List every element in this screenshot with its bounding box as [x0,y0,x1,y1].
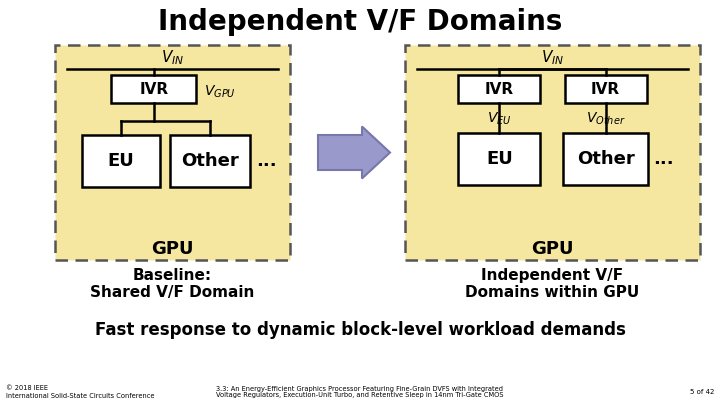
Text: Independent V/F
Domains within GPU: Independent V/F Domains within GPU [465,268,639,301]
Text: IVR: IVR [591,81,620,96]
Bar [170,135,250,187]
Text: Other: Other [181,152,239,170]
Text: $V_{GPU}$: $V_{GPU}$ [204,83,236,100]
Text: IVR: IVR [485,81,514,96]
Text: $V_{EU}$: $V_{EU}$ [487,111,512,127]
Text: Independent V/F Domains: Independent V/F Domains [158,8,562,36]
Text: Fast response to dynamic block-level workload demands: Fast response to dynamic block-level wor… [94,321,626,339]
Bar [111,75,196,103]
Bar [563,133,648,185]
Bar [564,75,647,103]
Text: 5 of 42: 5 of 42 [690,389,714,395]
Text: GPU: GPU [531,240,574,258]
Text: © 2018 IEEE
International Solid-State Circuits Conference: © 2018 IEEE International Solid-State Ci… [6,386,155,399]
Bar [459,75,541,103]
Bar [459,133,541,185]
Text: IVR: IVR [139,81,168,96]
FancyArrow shape [318,126,390,179]
Text: Other: Other [577,150,634,168]
Text: $V_{IN}$: $V_{IN}$ [541,49,564,67]
Text: GPU: GPU [151,240,194,258]
Text: EU: EU [107,152,134,170]
Text: EU: EU [486,150,513,168]
Bar [82,135,160,187]
Text: $V_{IN}$: $V_{IN}$ [161,49,184,67]
Bar [55,45,290,260]
Text: Baseline:
Shared V/F Domain: Baseline: Shared V/F Domain [90,268,255,301]
Bar [405,45,700,260]
Text: ...: ... [256,152,276,170]
Text: ...: ... [653,150,674,168]
Text: $V_{Other}$: $V_{Other}$ [586,111,626,127]
Text: 3.3: An Energy-Efficient Graphics Processor Featuring Fine-Grain DVFS with Integ: 3.3: An Energy-Efficient Graphics Proces… [216,386,504,399]
